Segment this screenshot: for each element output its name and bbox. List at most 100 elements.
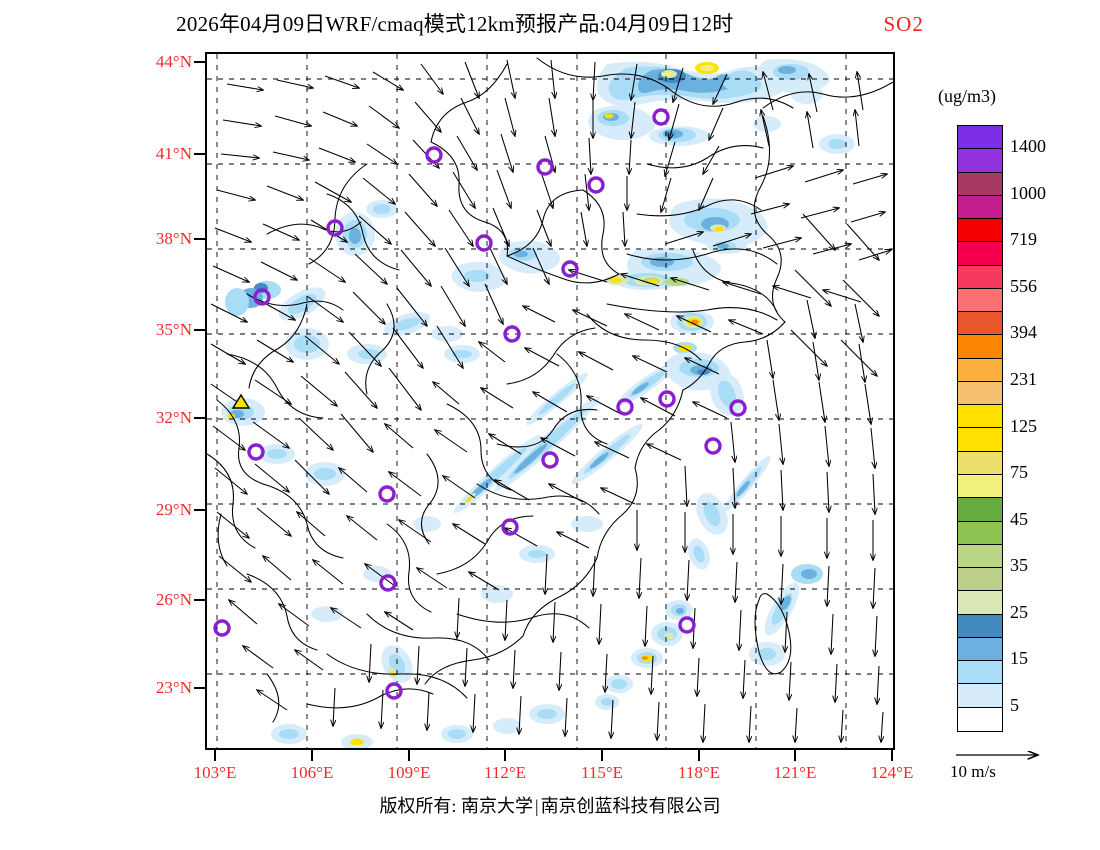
page-title: 2026年04月09日WRF/cmaq模式12km预报产品:04月09日12时 S…	[0, 8, 1100, 38]
station-marker	[385, 682, 403, 700]
colorbar-band	[958, 591, 1002, 615]
x-tick-label: 112°E	[483, 763, 527, 782]
station-marker	[541, 451, 559, 469]
station-marker	[253, 288, 271, 306]
station-markers	[213, 108, 747, 700]
colorbar-tick-label: 556	[1010, 275, 1037, 296]
x-tick-label: 118°E	[677, 763, 721, 782]
colorbar-band	[958, 474, 1002, 499]
colorbar-band	[958, 265, 1002, 289]
colorbar-band	[958, 219, 1002, 243]
colorbar-tick-label: 125	[1010, 415, 1037, 436]
colorbar-tick-label: 35	[1010, 555, 1028, 576]
y-tick-label: 29°N	[155, 500, 192, 519]
colorbar-band	[958, 242, 1002, 266]
x-tick-mark	[891, 750, 893, 761]
y-tick-label: 26°N	[155, 590, 192, 609]
colorbar-tick-label: 5	[1010, 694, 1019, 715]
colorbar-band	[958, 544, 1002, 569]
colorbar[interactable]	[957, 125, 1003, 732]
colorbar-band	[958, 126, 1002, 150]
y-tick-mark	[194, 153, 205, 155]
colorbar-tick-label: 15	[1010, 648, 1028, 669]
colorbar-band	[958, 637, 1002, 662]
colorbar-band	[958, 381, 1002, 406]
colorbar-band	[958, 335, 1002, 359]
station-marker	[378, 485, 396, 503]
station-marker	[616, 398, 634, 416]
station-marker	[587, 176, 605, 194]
station-marker	[213, 619, 231, 637]
x-tick-mark	[214, 750, 216, 761]
colorbar-band	[958, 614, 1002, 638]
x-tick-label: 121°E	[773, 763, 817, 782]
colorbar-band	[958, 288, 1002, 313]
y-tick-label: 38°N	[155, 229, 192, 248]
station-marker	[658, 390, 676, 408]
y-tick-mark	[194, 509, 205, 511]
y-tick-mark	[194, 329, 205, 331]
footer-separator: |	[534, 796, 539, 816]
colorbar-band	[958, 451, 1002, 475]
colorbar-tick-label: 1400	[1010, 136, 1046, 157]
wind-reference-vector	[950, 745, 1100, 765]
y-tick-mark	[194, 61, 205, 63]
colorbar-band	[958, 358, 1002, 382]
colorbar-band	[958, 498, 1002, 522]
colorbar-tick-label: 1000	[1010, 182, 1046, 203]
y-tick-label: 35°N	[155, 320, 192, 339]
x-tick-label: 115°E	[580, 763, 624, 782]
station-marker	[561, 260, 579, 278]
colorbar-tick-label: 25	[1010, 601, 1028, 622]
footer: 版权所有: 南京大学 | 南京创蓝科技有限公司	[0, 792, 1100, 818]
station-marker	[704, 437, 722, 455]
x-tick-label: 124°E	[870, 763, 914, 782]
species-label: SO2	[883, 12, 924, 36]
y-tick-mark	[194, 687, 205, 689]
map-plot-area[interactable]	[205, 52, 895, 750]
x-tick-mark	[504, 750, 506, 761]
station-marker-triangle	[231, 393, 251, 409]
station-marker	[536, 158, 554, 176]
wind-vector-field	[210, 59, 891, 742]
y-tick-mark	[194, 599, 205, 601]
y-tick-label: 41°N	[155, 144, 192, 163]
colorbar-tick-label: 231	[1010, 368, 1037, 389]
station-marker	[503, 325, 521, 343]
x-tick-label: 106°E	[290, 763, 334, 782]
station-marker	[475, 234, 493, 252]
colorbar-band	[958, 684, 1002, 708]
colorbar-band	[958, 521, 1002, 545]
x-tick-label: 109°E	[387, 763, 431, 782]
title-text: 2026年04月09日WRF/cmaq模式12km预报产品:04月09日12时	[176, 12, 734, 36]
company-text: 南京创蓝科技有限公司	[540, 796, 721, 816]
colorbar-band	[958, 707, 1002, 731]
station-marker	[379, 574, 397, 592]
station-marker	[678, 616, 696, 634]
station-marker	[729, 399, 747, 417]
wind-reference-label: 10 m/s	[950, 762, 996, 781]
station-marker	[326, 219, 344, 237]
y-tick-mark	[194, 417, 205, 419]
station-marker	[247, 443, 265, 461]
colorbar-tick-label: 75	[1010, 462, 1028, 483]
station-marker	[501, 518, 519, 536]
x-tick-mark	[601, 750, 603, 761]
colorbar-band	[958, 568, 1002, 592]
colorbar-band	[958, 312, 1002, 336]
y-tick-label: 23°N	[155, 678, 192, 697]
so2-concentration-field	[221, 58, 855, 748]
colorbar-tick-label: 45	[1010, 508, 1028, 529]
station-marker	[425, 146, 443, 164]
x-tick-mark	[794, 750, 796, 761]
colorbar-band	[958, 195, 1002, 220]
x-tick-mark	[408, 750, 410, 761]
colorbar-band	[958, 428, 1002, 452]
colorbar-band	[958, 661, 1002, 685]
x-tick-mark	[698, 750, 700, 761]
colorbar-tick-label: 394	[1010, 322, 1037, 343]
colorbar-unit-label: (ug/m3)	[938, 86, 996, 106]
y-tick-mark	[194, 238, 205, 240]
station-marker	[652, 108, 670, 126]
